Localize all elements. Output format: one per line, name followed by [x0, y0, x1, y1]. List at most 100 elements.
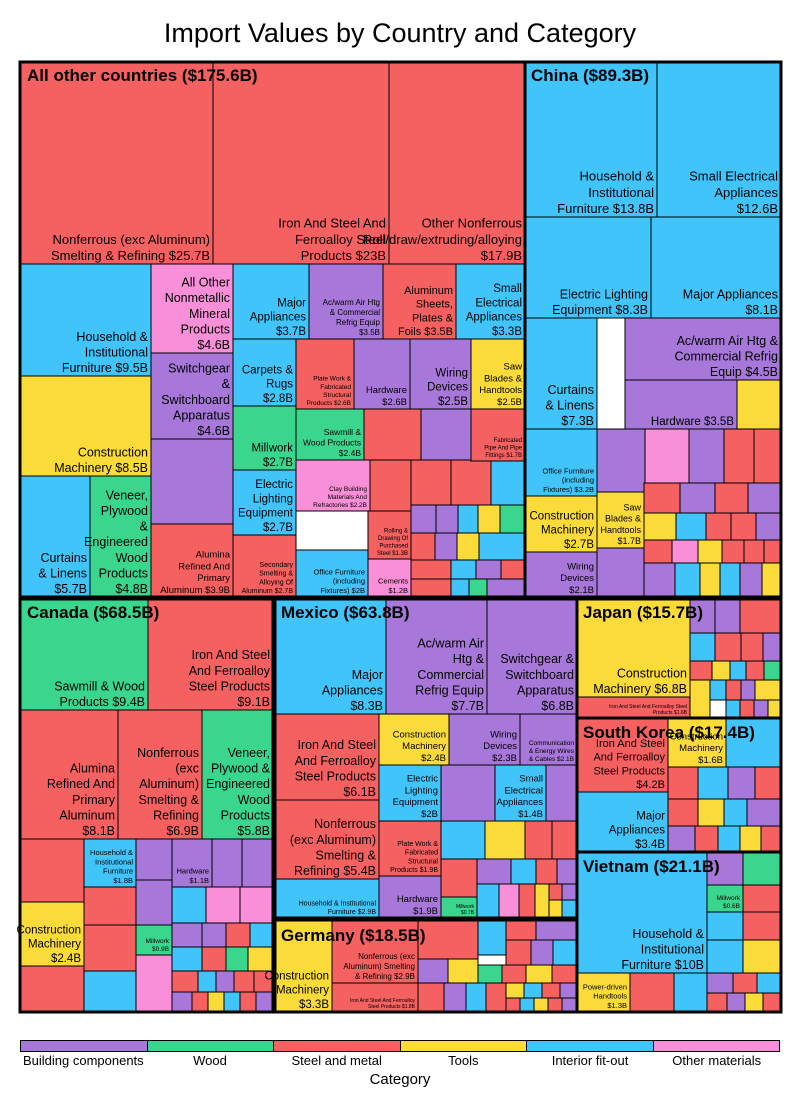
- treemap-tile-small: [505, 997, 521, 1013]
- tile-label: Office Furniture (including Fixtures) $2B: [313, 567, 365, 595]
- treemap-tile-small: [763, 539, 782, 564]
- treemap-tile-small: [523, 982, 543, 999]
- legend-label: Interior fit-out: [551, 1053, 629, 1068]
- treemap-tile-small: [706, 992, 728, 1013]
- treemap-tile-small: [643, 482, 681, 514]
- treemap-tile: [150, 352, 234, 440]
- tile-label: Nonferrous (exc Aluminum) Smelting & Refi…: [51, 232, 210, 263]
- treemap-tile: [624, 379, 738, 430]
- tile-label: Household & Institutional Furniture $1.8B: [90, 848, 133, 885]
- treemap-tile-small: [753, 699, 769, 719]
- country-header: China ($89.3B): [531, 66, 649, 85]
- treemap-tile-small: [456, 532, 480, 561]
- treemap-tile-small: [643, 562, 676, 598]
- treemap-tile: [706, 884, 744, 913]
- treemap-tile-small: [552, 939, 578, 966]
- treemap-tile-small: [450, 578, 470, 598]
- treemap-tile-small: [478, 532, 526, 561]
- treemap-tile-small: [505, 919, 537, 941]
- treemap-tile-small: [667, 766, 699, 800]
- treemap-tile-small: [534, 883, 550, 919]
- treemap-tile-small: [730, 512, 757, 541]
- treemap-tile-small: [561, 899, 578, 919]
- tile-label: Switchgear & Switchboard Apparatus $4.6B: [161, 362, 230, 439]
- treemap-tile-small: [717, 825, 741, 853]
- tile-label: Hardware $1.9B: [397, 894, 438, 917]
- treemap-tile: [274, 598, 387, 715]
- treemap-tile-small: [561, 883, 578, 901]
- tile-label: Major Appliances $8.3B: [322, 668, 383, 713]
- treemap-tile-small: [171, 946, 203, 972]
- country-header: South Korea ($17.4B): [583, 723, 755, 742]
- treemap-tile: [232, 534, 297, 598]
- treemap-tile-small: [706, 851, 744, 886]
- treemap-tile: [409, 338, 472, 410]
- treemap-tile: [295, 459, 371, 512]
- tile-label: Hardware $1.1B: [176, 867, 209, 885]
- treemap-tile-small: [725, 679, 742, 701]
- treemap-tile: [232, 469, 297, 536]
- treemap-tile: [83, 838, 137, 888]
- treemap-tile: [650, 216, 782, 319]
- treemap-tile: [576, 598, 691, 698]
- treemap-tile-small: [211, 838, 243, 888]
- tile-label: Major Appliances $3.4B: [609, 810, 666, 851]
- treemap-tile-small: [762, 632, 782, 662]
- country-header: Germany ($18.5B): [281, 926, 426, 945]
- treemap-tile-small: [505, 982, 525, 999]
- treemap-tile: [494, 764, 547, 822]
- treemap-tile: [378, 820, 442, 877]
- treemap-tile-small: [435, 504, 459, 534]
- tile-label: Iron And Steel And Ferroalloy Steel Produc…: [295, 738, 377, 799]
- tile-label: Construction Machinery $2.7B: [529, 510, 594, 551]
- treemap-tile: [150, 523, 234, 598]
- legend-label: Tools: [448, 1053, 479, 1068]
- treemap-tile-small: [596, 428, 646, 493]
- treemap-tile: [19, 598, 149, 711]
- tile-label: Millwork $0.7B: [456, 904, 475, 916]
- treemap-tile-small: [535, 919, 578, 941]
- treemap-tile-small: [732, 972, 758, 994]
- treemap-tile-small: [671, 539, 699, 564]
- treemap-tile-small: [410, 559, 452, 580]
- treemap-tile-small: [689, 598, 716, 634]
- treemap-tile-small: [697, 798, 725, 827]
- treemap-tile-small: [644, 428, 690, 484]
- treemap-tile-small: [709, 679, 727, 701]
- treemap-tile-small: [714, 598, 741, 634]
- treemap-tile-small: [756, 972, 782, 994]
- tile-label: Household & Institutional Furniture $10B: [621, 927, 704, 972]
- treemap-tile-small: [440, 764, 496, 822]
- tile-label: Other Nonferrous Roll/draw/extruding/allo…: [363, 216, 522, 264]
- tile-label: Wiring Devices $2.5B: [427, 367, 468, 408]
- tile-label: Millwork $0.6B: [717, 895, 741, 910]
- treemap-tile-small: [742, 884, 782, 913]
- treemap-tile: [524, 317, 598, 430]
- treemap-tile-small: [510, 858, 537, 885]
- treemap-tile: [308, 263, 384, 340]
- treemap-tile-small: [726, 992, 746, 1013]
- treemap-tile-small: [725, 699, 741, 719]
- treemap-tile-small: [150, 438, 234, 525]
- tile-label: Switchgear & Switchboard Apparatus $6.8B: [500, 652, 574, 713]
- treemap-tile-small: [197, 970, 217, 993]
- treemap-tile-small: [241, 838, 274, 888]
- treemap-tile-small: [675, 512, 707, 541]
- legend-label: Steel and metal: [291, 1053, 382, 1068]
- treemap-tile-small: [83, 970, 137, 1013]
- treemap-tile-small: [762, 992, 782, 1013]
- treemap-tile: [331, 982, 419, 1013]
- country-header: Canada ($68.5B): [27, 603, 159, 622]
- treemap-tile-small: [477, 504, 501, 534]
- treemap-tile-small: [723, 428, 755, 484]
- treemap-tile: [448, 713, 521, 766]
- treemap-tile-small: [551, 820, 578, 860]
- treemap-tile-small: [255, 991, 274, 1013]
- tile-label: Sawmill & Wood Products $9.4B: [54, 679, 145, 709]
- treemap-tile-small: [714, 632, 742, 662]
- treemap-tile: [378, 713, 450, 766]
- treemap-tile-small: [547, 997, 563, 1013]
- treemap-tile-small: [457, 504, 479, 534]
- treemap-tile: [576, 972, 631, 1013]
- treemap-tile-small: [83, 886, 137, 926]
